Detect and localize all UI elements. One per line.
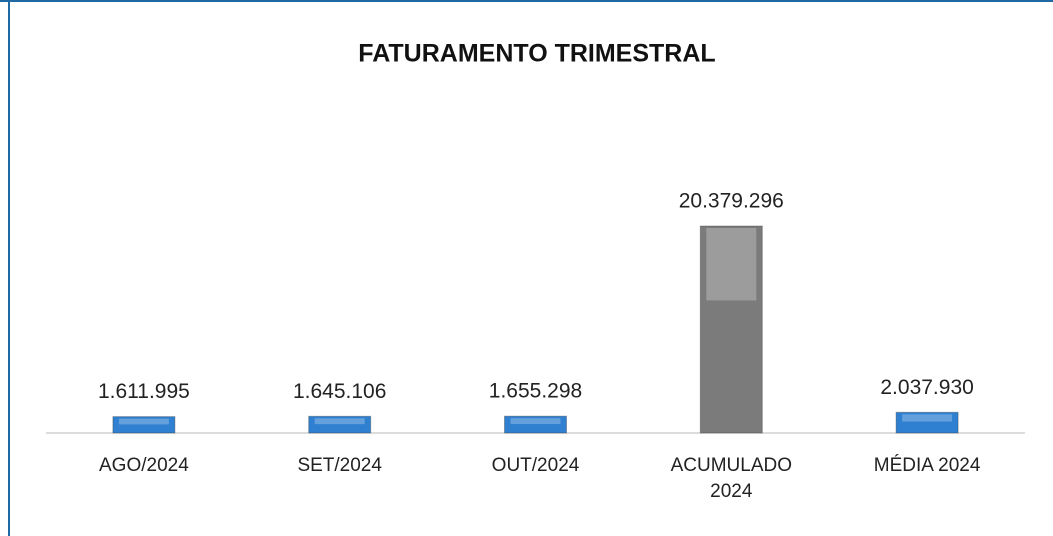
value-label: 20.379.296 — [679, 190, 784, 213]
bar — [895, 411, 959, 434]
x-tick-label: MÉDIA 2024 — [873, 455, 981, 476]
bar — [504, 415, 567, 434]
bar-highlight — [118, 418, 169, 425]
x-tick-label: OUT/2024 — [491, 455, 580, 476]
bar — [699, 225, 763, 434]
bar — [112, 416, 176, 434]
bar-highlight — [902, 414, 953, 422]
bar-highlight — [706, 228, 757, 301]
x-tick-label: AGO/2024 — [99, 455, 189, 476]
value-label: 1.611.995 — [98, 380, 190, 403]
value-label: 2.037.930 — [880, 376, 973, 399]
value-label: 1.645.106 — [293, 380, 386, 403]
bar-highlight — [314, 418, 365, 425]
bar — [308, 415, 372, 434]
value-label: 1.655.298 — [489, 380, 582, 403]
chart-title: FATURAMENTO TRIMESTRAL — [358, 40, 715, 68]
x-tick-label: ACUMULADO 2024 — [670, 455, 792, 502]
bar-highlight — [510, 418, 561, 425]
x-tick-label: SET/2024 — [297, 455, 382, 476]
